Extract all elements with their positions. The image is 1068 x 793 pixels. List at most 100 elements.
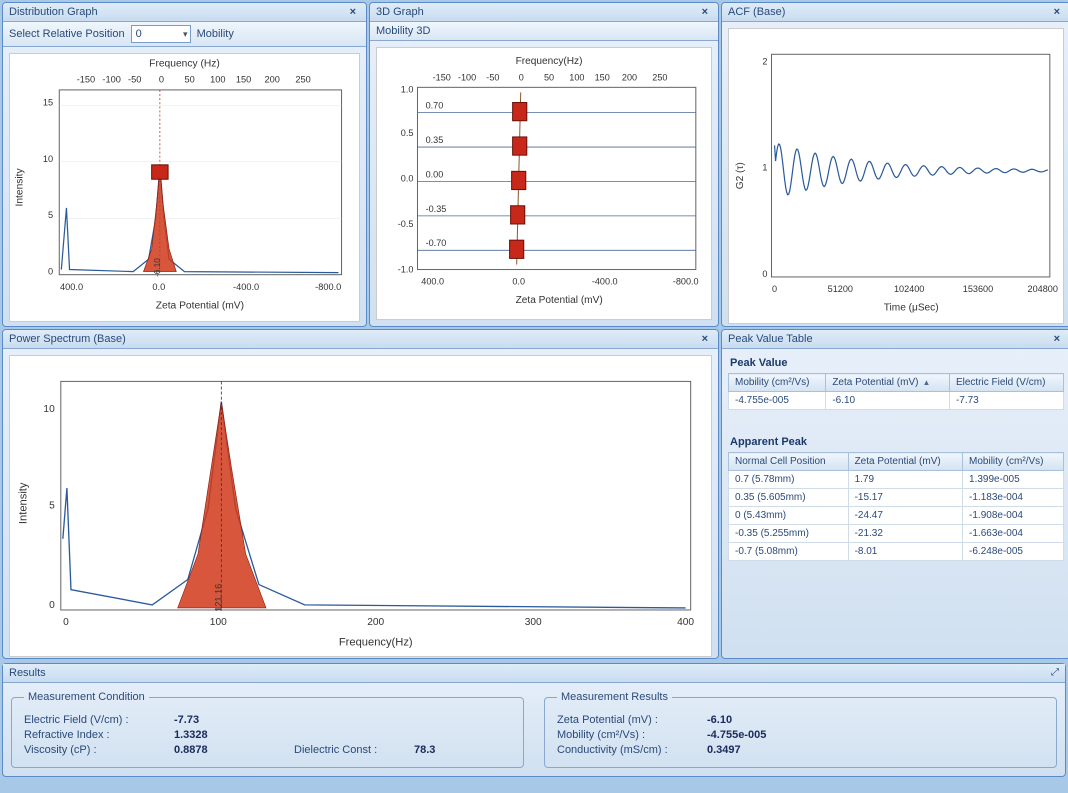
svg-text:-150: -150 (77, 75, 95, 85)
svg-text:-0.35: -0.35 (426, 204, 447, 214)
svg-text:400.0: 400.0 (60, 282, 83, 292)
measurement-condition-group: Measurement Condition Electric Field (V/… (11, 691, 524, 768)
svg-text:10: 10 (43, 404, 55, 415)
col-efield[interactable]: Electric Field (V/cm) (949, 374, 1063, 392)
close-icon[interactable]: × (1050, 333, 1064, 345)
svg-text:-6.10: -6.10 (153, 258, 162, 277)
close-icon[interactable]: × (698, 6, 712, 18)
col-pos[interactable]: Normal Cell Position (729, 453, 849, 471)
svg-text:0.0: 0.0 (401, 173, 414, 183)
y-axis-label: Intensity (14, 167, 25, 206)
res-legend: Measurement Results (557, 691, 672, 703)
svg-text:-400.0: -400.0 (233, 282, 259, 292)
panel-title-text: Power Spectrum (Base) (9, 333, 126, 345)
results-title-text: Results (9, 667, 46, 679)
svg-text:1.0: 1.0 (401, 84, 414, 94)
svg-text:100: 100 (569, 72, 584, 82)
ps-chart: Intensity 0510 121.16 0100200300400 Freq… (9, 355, 712, 657)
svg-text:-50: -50 (128, 75, 141, 85)
svg-text:-0.70: -0.70 (426, 238, 447, 248)
svg-text:0: 0 (762, 269, 767, 279)
panel-header: Distribution Graph × (3, 3, 366, 22)
table-row[interactable]: 0.35 (5.605mm)-15.17-1.183e-004 (729, 489, 1064, 507)
svg-text:400: 400 (677, 617, 694, 628)
distribution-graph-panel: Distribution Graph × Select Relative Pos… (2, 2, 367, 327)
svg-text:153600: 153600 (963, 284, 993, 294)
3d-toolbar: Mobility 3D (370, 22, 718, 41)
col-zeta2[interactable]: Zeta Potential (mV) (848, 453, 962, 471)
col-zeta[interactable]: Zeta Potential (mV)▲ (826, 374, 950, 392)
svg-text:100: 100 (210, 617, 227, 628)
svg-text:102400: 102400 (894, 284, 924, 294)
panel-header: Power Spectrum (Base) × (3, 330, 718, 349)
mode-labels: Mobility 3D (376, 25, 430, 37)
close-icon[interactable]: × (346, 6, 360, 18)
acf-chart: G2 (τ) 0 1 2 0 51200 102400 153600 204800 Time… (728, 28, 1064, 324)
svg-text:300: 300 (525, 617, 542, 628)
svg-text:200: 200 (265, 75, 280, 85)
svg-text:0: 0 (49, 600, 55, 611)
panel-title-text: ACF (Base) (728, 6, 785, 18)
dist-chart: Frequency (Hz) -150-100-50 050100 150200… (9, 53, 360, 322)
svg-text:5: 5 (49, 500, 55, 511)
svg-text:-100: -100 (458, 72, 476, 82)
svg-text:-150: -150 (433, 72, 451, 82)
svg-text:0.0: 0.0 (512, 277, 525, 287)
svg-text:-1.0: -1.0 (398, 265, 414, 275)
results-panel: Results ⤢ Measurement Condition Electric… (2, 663, 1066, 777)
power-spectrum-panel: Power Spectrum (Base) × Intensity 0510 1… (2, 329, 719, 659)
panel-header: 3D Graph × (370, 3, 718, 22)
svg-text:-0.5: -0.5 (398, 219, 414, 229)
col-mob2[interactable]: Mobility (cm²/Vs) (963, 453, 1064, 471)
top-axis-label: Frequency (Hz) (149, 58, 220, 69)
svg-text:400.0: 400.0 (421, 277, 444, 287)
svg-text:250: 250 (295, 75, 310, 85)
svg-text:0: 0 (772, 284, 777, 294)
panel-header: Peak Value Table × (722, 330, 1068, 349)
svg-text:2: 2 (762, 56, 767, 66)
svg-text:150: 150 (595, 72, 610, 82)
table-row[interactable]: 0 (5.43mm)-24.47-1.908e-004 (729, 507, 1064, 525)
peak-value-table-panel: Peak Value Table × Peak Value Mobility (… (721, 329, 1068, 659)
close-icon[interactable]: × (1050, 6, 1064, 18)
table-row[interactable]: -0.7 (5.08mm)-8.01-6.248e-005 (729, 543, 1064, 561)
table-row[interactable]: 0.7 (5.78mm)1.791.399e-005 (729, 471, 1064, 489)
svg-text:5: 5 (48, 210, 53, 220)
svg-text:0: 0 (159, 75, 164, 85)
panel-title-text: Distribution Graph (9, 6, 98, 18)
top-ticks: -150-100-50 050100 150200250 (77, 75, 311, 85)
svg-text:0: 0 (63, 617, 69, 628)
relative-position-select[interactable]: 0 (131, 25, 191, 43)
panel-title-text: Peak Value Table (728, 333, 813, 345)
svg-text:-100: -100 (102, 75, 120, 85)
cond-legend: Measurement Condition (24, 691, 149, 703)
svg-text:G2 (τ): G2 (τ) (735, 162, 746, 189)
svg-text:15: 15 (43, 97, 53, 107)
mobility-label: Mobility (197, 28, 234, 40)
svg-text:10: 10 (43, 154, 53, 164)
svg-text:0.35: 0.35 (426, 135, 444, 145)
svg-text:Time (μSec): Time (μSec) (884, 302, 939, 313)
table-row[interactable]: -0.35 (5.255mm)-21.32-1.663e-004 (729, 525, 1064, 543)
close-icon[interactable]: × (698, 333, 712, 345)
svg-text:51200: 51200 (828, 284, 853, 294)
svg-text:250: 250 (652, 72, 667, 82)
svg-text:0.70: 0.70 (426, 101, 444, 111)
svg-text:100: 100 (210, 75, 225, 85)
svg-text:204800: 204800 (1028, 284, 1058, 294)
results-header: Results ⤢ (3, 664, 1065, 683)
expand-icon[interactable]: ⤢ (1051, 667, 1059, 679)
apparent-peak-table: Normal Cell Position Zeta Potential (mV)… (728, 452, 1064, 561)
apparent-peak-heading: Apparent Peak (728, 432, 1064, 452)
svg-text:0.5: 0.5 (401, 128, 414, 138)
svg-text:-50: -50 (486, 72, 499, 82)
svg-text:200: 200 (367, 617, 384, 628)
svg-text:Zeta Potential (mV): Zeta Potential (mV) (156, 301, 244, 312)
col-mobility[interactable]: Mobility (cm²/Vs) (729, 374, 826, 392)
svg-text:0.0: 0.0 (152, 282, 165, 292)
svg-text:150: 150 (236, 75, 251, 85)
svg-text:1: 1 (762, 163, 767, 173)
panel-header: ACF (Base) × (722, 3, 1068, 22)
svg-text:-800.0: -800.0 (315, 282, 341, 292)
svg-text:0.00: 0.00 (426, 169, 444, 179)
